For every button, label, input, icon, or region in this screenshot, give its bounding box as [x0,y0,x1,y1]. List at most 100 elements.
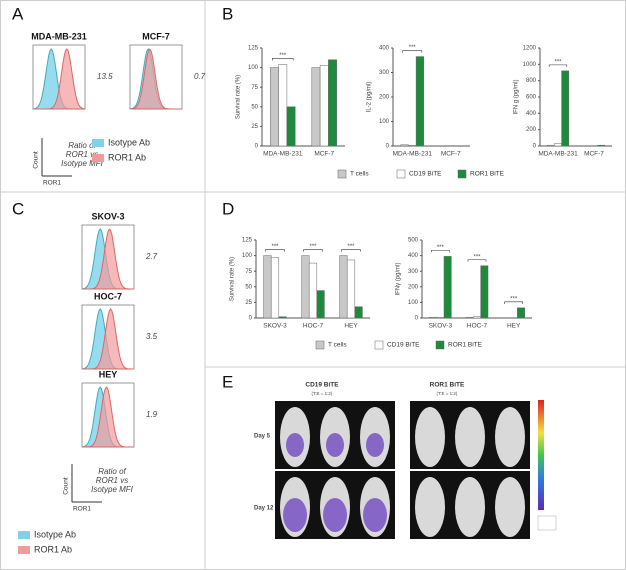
y-tick-label: 300 [379,70,390,76]
y-tick-label: 100 [379,119,390,125]
y-tick-label: 75 [245,269,252,275]
y-axis-label: Survival rate (%) [236,75,242,119]
legend-label: T cells [328,342,347,349]
mfi-ratio: 0.7 [194,72,206,81]
signal [286,433,304,457]
significance-bracket [341,249,361,252]
legend-swatch [435,340,445,350]
histogram-title: MCF-7 [142,31,170,41]
ror1-histogram [82,386,134,448]
ratio-caption: Isotype MFI [91,485,134,494]
panel-label: C [12,199,24,218]
mouse [415,407,445,467]
row-label: Day 12 [254,506,274,512]
panel-label: E [222,372,233,391]
y-tick-label: 125 [248,46,259,52]
significance-bracket [467,259,487,262]
y-tick-label: 0 [533,144,537,150]
panel-label: A [12,4,24,23]
significance-bracket [265,249,285,252]
significance-label: *** [279,53,287,59]
legend-label: Isotype Ab [34,529,76,539]
y-tick-label: 0 [249,316,253,322]
y-tick-label: 0 [255,144,259,150]
significance-bracket [402,50,423,53]
y-tick-label: 75 [251,85,258,91]
y-tick-label: 400 [408,253,419,259]
x-tick-label: HOC-7 [303,323,324,330]
bar [308,262,318,319]
significance-bracket [303,249,323,252]
y-tick-label: 200 [379,95,390,101]
bar [328,59,337,147]
bar [354,306,363,319]
y-tick-label: 0 [386,144,390,150]
significance-label: *** [271,244,279,250]
ratio-caption: Isotype MFI [61,159,104,168]
significance-bracket [272,58,294,61]
legend-swatch [92,154,104,162]
bar [517,307,525,319]
legend-label: ROR1 BiTE [448,342,483,349]
y-tick-label: 800 [526,78,537,84]
mouse [495,407,525,467]
histogram-title: MDA-MB-231 [31,31,87,41]
significance-bracket [504,301,523,304]
legend-label: T cells [350,171,369,178]
bar [597,144,606,147]
legend-swatch [18,546,30,554]
count-label: Count [63,477,70,495]
significance-label: *** [309,244,317,250]
bar [546,144,555,147]
legend-label: ROR1 Ab [108,152,146,162]
histogram-title: HEY [99,369,118,379]
significance-label: *** [554,59,562,65]
significance-bracket [431,250,450,253]
mfi-ratio: 2.7 [145,252,158,261]
y-axis-label: IFNγ (pg/ml) [396,262,402,295]
group-subtitle: (T:E = 1:2) [437,391,458,396]
y-tick-label: 50 [245,284,252,290]
mfi-ratio: 1.9 [146,410,158,419]
significance-bracket [548,64,568,67]
ratio-caption: ROR1 vs [96,476,128,485]
bar [436,316,445,319]
x-tick-label: HEY [344,323,358,330]
bar [443,256,452,319]
histogram-title: HOC-7 [94,291,122,301]
ratio-caption: Ratio of [68,141,96,150]
y-tick-label: 300 [408,269,419,275]
y-tick-label: 25 [251,124,258,130]
panel-label: B [222,4,233,23]
color-scale [538,400,544,510]
legend-swatch [337,169,347,179]
ror1-histogram [33,48,86,110]
y-axis-label: IL-2 (pg/ml) [367,82,373,113]
bar [415,56,425,147]
ror1-histogram [82,228,134,290]
signal [363,498,387,532]
count-label: Count [33,151,40,169]
bar [263,255,272,319]
y-tick-label: 1000 [523,62,537,68]
mfi-ratio: 3.5 [146,332,158,341]
y-tick-label: 0 [415,316,419,322]
bar [480,265,489,319]
bar [301,255,310,319]
x-tick-label: MDA-MB-231 [393,151,433,158]
bar [319,64,329,147]
significance-label: *** [409,45,417,51]
x-tick-label: MDA-MB-231 [263,151,303,158]
ror1-label: ROR1 [73,506,91,513]
ratio-caption: Ratio of [98,467,126,476]
y-tick-label: 100 [408,300,419,306]
group-title: CD19 BiTE [305,382,339,389]
y-axis-label: Survival rate (%) [230,257,236,301]
ror1-histogram [82,308,134,370]
bar [429,316,437,319]
legend-label: CD19 BiTE [409,171,442,178]
bar [554,143,562,147]
x-tick-label: HOC-7 [467,323,488,330]
legend-swatch [92,139,104,147]
